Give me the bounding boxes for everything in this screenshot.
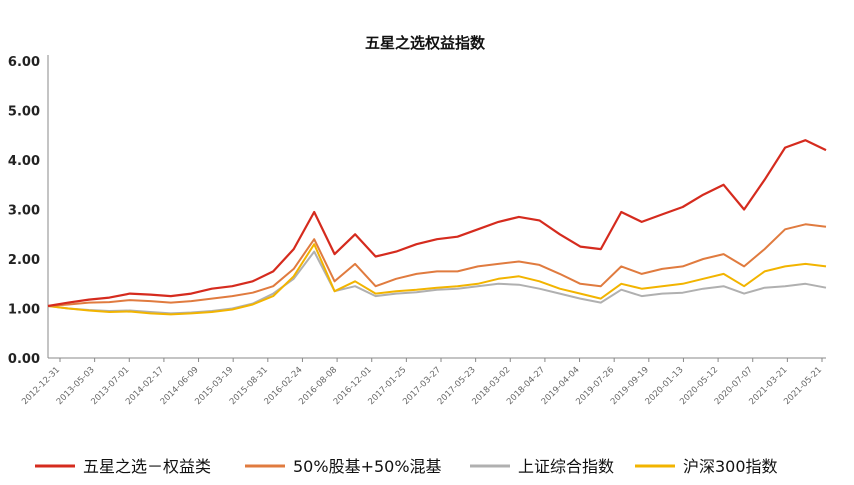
y-tick-label: 2.00 bbox=[8, 253, 40, 268]
legend-label: 沪深300指数 bbox=[683, 457, 778, 476]
legend-label: 五星之选－权益类 bbox=[83, 457, 211, 476]
series-line-2 bbox=[47, 250, 827, 315]
legend-label: 50%股基+50%混基 bbox=[293, 457, 442, 476]
legend-label: 上证综合指数 bbox=[518, 457, 614, 476]
chart-title: 五星之选权益指数 bbox=[365, 34, 486, 52]
y-tick-label: 6.00 bbox=[8, 55, 40, 70]
legend: 五星之选－权益类 50%股基+50%混基 上证综合指数 沪深300指数 bbox=[35, 457, 778, 476]
x-axis: 2012-12-312013-05-032013-07-012014-02-17… bbox=[20, 357, 826, 407]
series-line-1 bbox=[47, 223, 827, 307]
y-tick-label: 5.00 bbox=[8, 105, 40, 120]
series-lines bbox=[47, 139, 827, 316]
y-tick-label: 3.00 bbox=[8, 204, 40, 219]
y-tick-label: 1.00 bbox=[8, 303, 40, 318]
y-tick-label: 4.00 bbox=[8, 154, 40, 169]
y-axis: 0.00 1.00 2.00 3.00 4.00 5.00 6.00 bbox=[8, 55, 49, 367]
series-line-3 bbox=[47, 243, 827, 316]
y-tick-label: 0.00 bbox=[8, 352, 40, 367]
series-line-0 bbox=[47, 139, 827, 308]
